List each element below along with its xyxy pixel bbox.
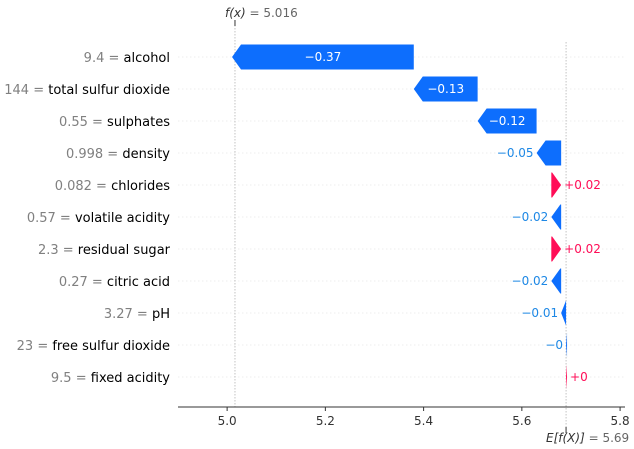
- feature-name: citric acid: [107, 275, 170, 290]
- efx-symbol: E[f(X)]: [546, 431, 585, 445]
- feature-value: 0.27 =: [59, 275, 107, 290]
- feature-label: 0.082 = chlorides: [55, 179, 171, 194]
- feature-name: total sulfur dioxide: [48, 83, 170, 98]
- efx-value: = 5.69: [585, 431, 629, 445]
- feature-label: 23 = free sulfur dioxide: [17, 339, 170, 354]
- positive-contribution-bar: [551, 172, 562, 198]
- feature-name: pH: [152, 307, 170, 322]
- negative-contribution-bar: [477, 108, 537, 134]
- x-axis: 5.0 5.2 5.4 5.6 5.8: [178, 406, 630, 428]
- contribution-bars: [232, 44, 568, 390]
- fx-value: = 5.016: [246, 6, 298, 20]
- feature-value: 0.55 =: [59, 115, 107, 130]
- feature-label: 2.3 = residual sugar: [38, 243, 171, 258]
- feature-name: residual sugar: [78, 243, 171, 258]
- feature-name: sulphates: [107, 115, 170, 130]
- feature-value: 2.3 =: [38, 243, 78, 258]
- negative-contribution-bar: [551, 204, 562, 230]
- feature-value: 23 =: [17, 339, 53, 354]
- negative-contribution-bar: [566, 332, 568, 358]
- feature-name: free sulfur dioxide: [52, 339, 170, 354]
- feature-label: 0.57 = volatile acidity: [27, 211, 170, 226]
- negative-contribution-bar: [232, 44, 414, 70]
- feature-name: chlorides: [111, 179, 170, 194]
- shap-value-label: +0.02: [564, 178, 601, 192]
- feature-value: 144 =: [4, 83, 48, 98]
- feature-value: 9.4 =: [84, 51, 124, 66]
- feature-label: 0.27 = citric acid: [59, 275, 170, 290]
- feature-name: volatile acidity: [75, 211, 170, 226]
- shap-value-label: −0: [545, 338, 563, 352]
- x-tick-label: 5.0: [218, 414, 237, 428]
- feature-value: 0.57 =: [27, 211, 75, 226]
- feature-labels: −0.37 9.4 = alcohol −0.13 144 = total sulfu…: [4, 50, 601, 386]
- x-tick-label: 5.8: [611, 414, 630, 428]
- reference-lines: [234, 25, 567, 429]
- feature-label: 9.5 = fixed acidity: [51, 371, 170, 386]
- feature-name: density: [122, 147, 170, 162]
- fx-symbol: f(x): [225, 6, 246, 20]
- shap-value-label: +0.02: [564, 242, 601, 256]
- shap-value-label: −0.02: [512, 274, 549, 288]
- feature-label: 144 = total sulfur dioxide: [4, 83, 170, 98]
- negative-contribution-bar: [536, 140, 562, 166]
- feature-label: 0.998 = density: [66, 147, 170, 162]
- x-tick-label: 5.4: [414, 414, 433, 428]
- shap-value-label: −0.05: [497, 146, 534, 160]
- feature-label: 0.55 = sulphates: [59, 115, 170, 130]
- negative-contribution-bar: [413, 76, 478, 102]
- expected-value-annotation: E[f(X)] = 5.69: [546, 427, 629, 445]
- positive-contribution-bar: [566, 364, 568, 390]
- shap-value-label: −0.13: [427, 82, 464, 96]
- feature-name: alcohol: [124, 51, 170, 66]
- feature-value: 0.082 =: [55, 179, 111, 194]
- fx-annotation: f(x) = 5.016: [225, 6, 298, 26]
- shap-value-label: −0.12: [489, 114, 526, 128]
- negative-contribution-bar: [561, 300, 567, 326]
- feature-label: 9.4 = alcohol: [84, 51, 170, 66]
- shap-value-label: +0: [570, 370, 588, 384]
- shap-value-label: −0.02: [512, 210, 549, 224]
- negative-contribution-bar: [551, 268, 562, 294]
- feature-name: fixed acidity: [91, 371, 171, 386]
- feature-value: 3.27 =: [104, 307, 152, 322]
- shap-value-label: −0.37: [305, 50, 342, 64]
- x-tick-label: 5.6: [512, 414, 531, 428]
- efx-label: E[f(X)] = 5.69: [546, 431, 629, 445]
- feature-value: 0.998 =: [66, 147, 122, 162]
- fx-label: f(x) = 5.016: [225, 6, 298, 20]
- positive-contribution-bar: [551, 236, 562, 262]
- x-tick-label: 5.2: [316, 414, 335, 428]
- feature-label: 3.27 = pH: [104, 307, 170, 322]
- shap-value-label: −0.01: [521, 306, 558, 320]
- feature-value: 9.5 =: [51, 371, 91, 386]
